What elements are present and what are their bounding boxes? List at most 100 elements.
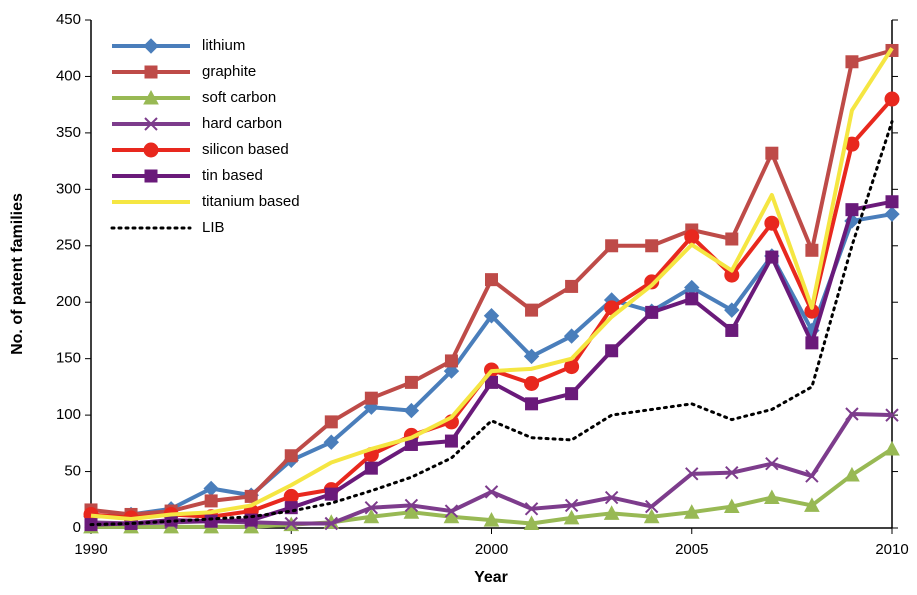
marker [324, 516, 339, 531]
marker [563, 509, 580, 525]
marker [284, 449, 298, 463]
marker [725, 323, 739, 337]
y-tick-label: 100 [56, 406, 81, 423]
y-tick-label: 250 [56, 237, 81, 254]
marker [765, 456, 779, 471]
marker [484, 485, 499, 499]
marker [444, 354, 458, 368]
marker [404, 498, 419, 513]
series-line [90, 47, 894, 521]
marker [403, 504, 420, 519]
marker [884, 206, 900, 222]
y-tick-label: 200 [56, 293, 81, 310]
x-axis-title: Year [474, 569, 508, 586]
marker [683, 504, 700, 519]
marker [765, 146, 779, 160]
marker [363, 508, 380, 524]
marker [685, 292, 699, 306]
y-tick-label: 150 [56, 350, 81, 367]
legend-label: graphite [202, 63, 256, 80]
y-tick-label: 0 [73, 519, 81, 536]
marker [565, 387, 579, 401]
x-tick-label: 1990 [74, 541, 107, 558]
marker [563, 328, 580, 344]
marker [444, 504, 459, 518]
legend-label: LIB [202, 219, 225, 236]
marker [805, 469, 819, 483]
y-tick-label: 400 [56, 67, 81, 84]
marker [523, 515, 540, 530]
marker [444, 434, 458, 448]
legend-label: soft carbon [202, 89, 276, 106]
series-line [89, 120, 894, 527]
legend-marker [144, 169, 158, 183]
legend-label: silicon based [202, 141, 289, 158]
legend-marker [144, 65, 158, 79]
marker [483, 308, 500, 324]
y-axis-title: No. of patent families [9, 193, 26, 355]
marker [884, 440, 900, 456]
legend-marker [144, 117, 158, 131]
marker [643, 508, 660, 524]
marker [644, 499, 659, 514]
marker [485, 375, 498, 389]
marker [523, 348, 540, 365]
y-tick-label: 450 [56, 11, 81, 28]
marker [204, 494, 218, 508]
legend-marker [143, 142, 159, 158]
marker [644, 274, 660, 290]
marker [604, 490, 619, 505]
marker [284, 516, 298, 531]
legend-marker [143, 38, 159, 54]
marker [645, 239, 659, 253]
marker [525, 303, 539, 317]
y-tick-label: 350 [56, 124, 81, 141]
marker [524, 376, 540, 392]
marker [764, 489, 780, 505]
marker [645, 305, 659, 319]
marker [685, 467, 699, 481]
marker [443, 363, 460, 379]
marker [443, 508, 460, 524]
marker [805, 243, 819, 257]
marker [885, 408, 899, 422]
legend-label: tin based [202, 167, 263, 184]
legend-marker [143, 89, 159, 105]
marker [525, 397, 539, 411]
marker [364, 500, 379, 515]
marker [244, 489, 258, 503]
marker [724, 302, 740, 318]
marker [765, 250, 779, 264]
legend-label: hard carbon [202, 115, 282, 132]
x-tick-label: 2005 [675, 541, 708, 558]
marker [845, 55, 859, 69]
y-tick-label: 300 [56, 180, 81, 197]
marker [324, 487, 338, 501]
marker [605, 344, 619, 358]
x-tick-label: 1995 [275, 541, 308, 558]
y-tick-label: 50 [64, 463, 81, 480]
marker [565, 279, 579, 293]
marker [725, 232, 739, 246]
marker [725, 465, 739, 480]
x-tick-label: 2010 [875, 541, 908, 558]
marker [324, 415, 338, 429]
marker [323, 434, 340, 450]
marker [483, 512, 500, 527]
marker [764, 215, 780, 231]
marker [564, 498, 579, 513]
legend-label: lithium [202, 37, 245, 54]
marker [885, 195, 899, 209]
x-tick-label: 2000 [475, 541, 508, 558]
marker [364, 391, 378, 405]
marker [203, 480, 219, 497]
marker [524, 502, 539, 516]
marker [204, 514, 218, 528]
marker [805, 336, 819, 350]
marker [845, 203, 859, 217]
marker [603, 505, 620, 520]
marker [723, 498, 740, 514]
marker [403, 402, 420, 419]
legend-label: titanium based [202, 193, 300, 210]
